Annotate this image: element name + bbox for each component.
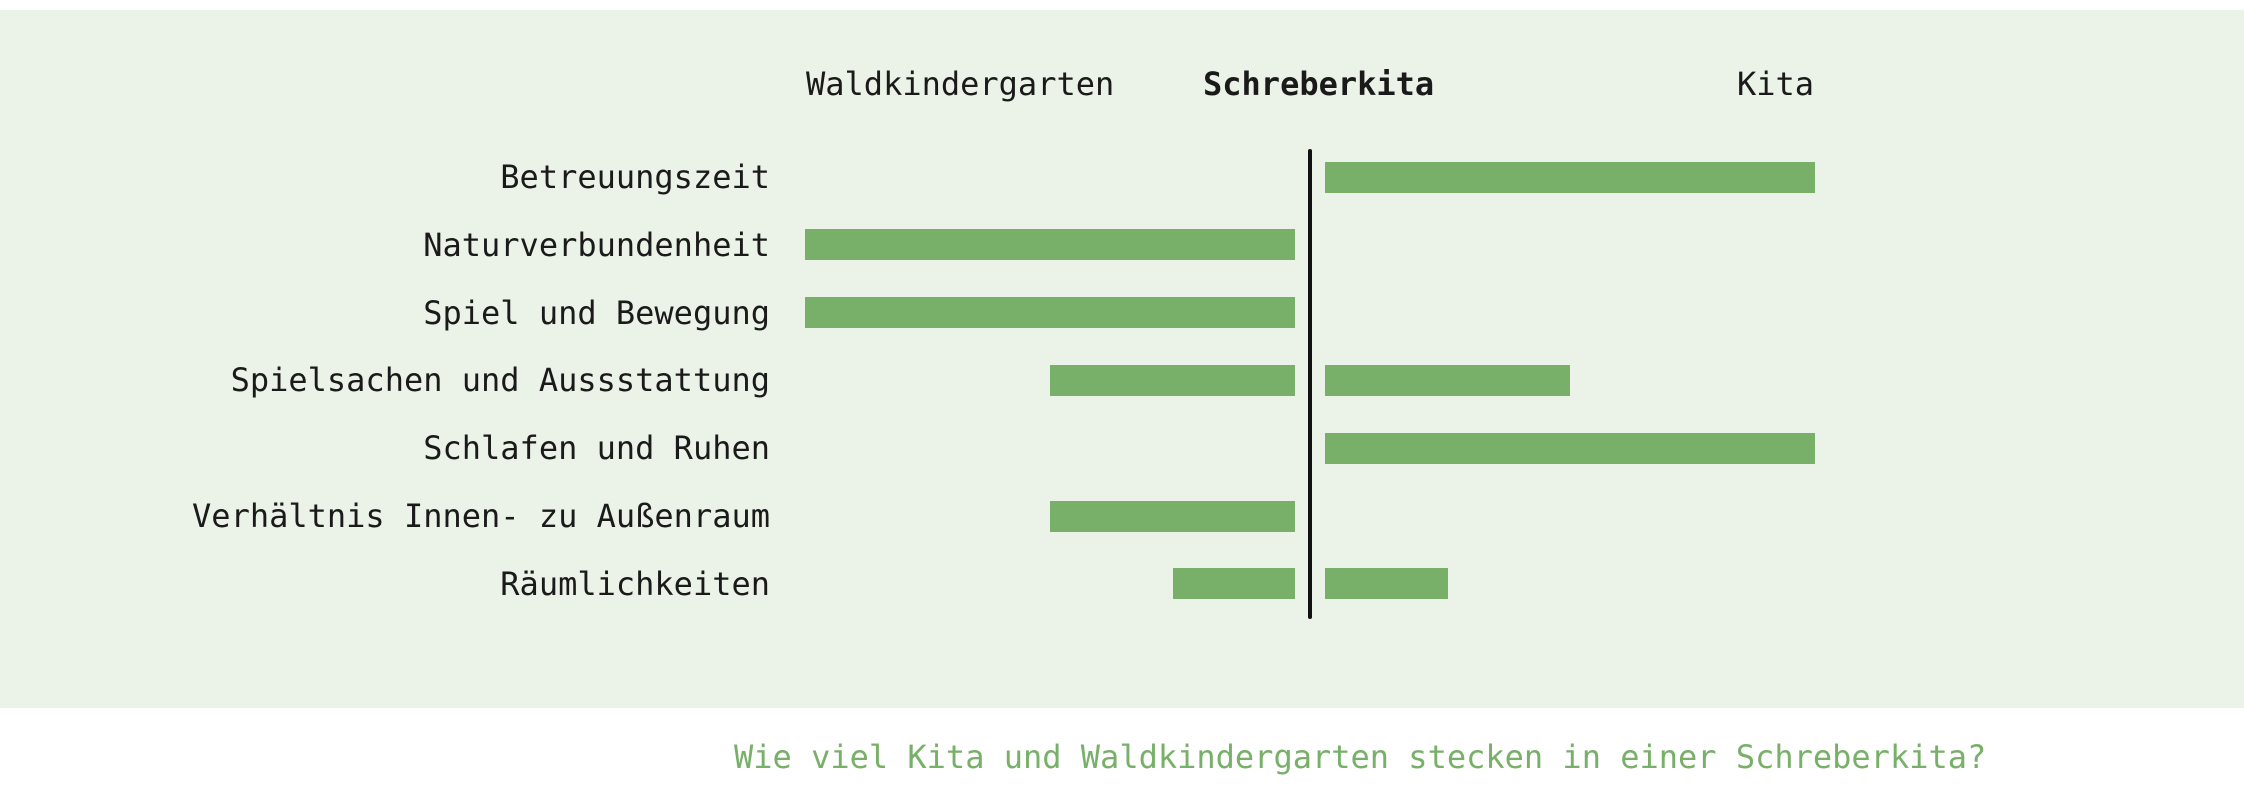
category-label: Spiel und Bewegung bbox=[423, 293, 770, 332]
bar-waldkindergarten bbox=[1172, 568, 1295, 600]
bar-waldkindergarten bbox=[805, 229, 1295, 261]
chart-caption: Wie viel Kita und Waldkindergarten steck… bbox=[734, 738, 1987, 776]
bar-kita bbox=[1325, 364, 1570, 396]
category-label: Räumlichkeiten bbox=[500, 564, 770, 603]
category-label: Betreuungszeit bbox=[500, 158, 770, 196]
bar-kita bbox=[1325, 568, 1448, 600]
bar-kita bbox=[1325, 161, 1815, 193]
chart-panel bbox=[0, 10, 2244, 708]
bar-waldkindergarten bbox=[1050, 500, 1295, 532]
bar-waldkindergarten bbox=[1050, 364, 1295, 396]
header-center-schreberkita: Schreberkita bbox=[1203, 65, 1435, 103]
center-axis-line bbox=[1308, 149, 1312, 619]
header-left-waldkindergarten: Waldkindergarten bbox=[806, 65, 1115, 103]
header-right-kita: Kita bbox=[1737, 65, 1815, 103]
category-label: Spielsachen und Aussstattung bbox=[230, 361, 770, 400]
category-label: Verhältnis Innen- zu Außenraum bbox=[192, 497, 770, 535]
category-label: Naturverbundenheit bbox=[423, 225, 770, 264]
bar-waldkindergarten bbox=[805, 297, 1295, 329]
category-label: Schlafen und Ruhen bbox=[423, 429, 770, 468]
bar-kita bbox=[1325, 432, 1815, 464]
